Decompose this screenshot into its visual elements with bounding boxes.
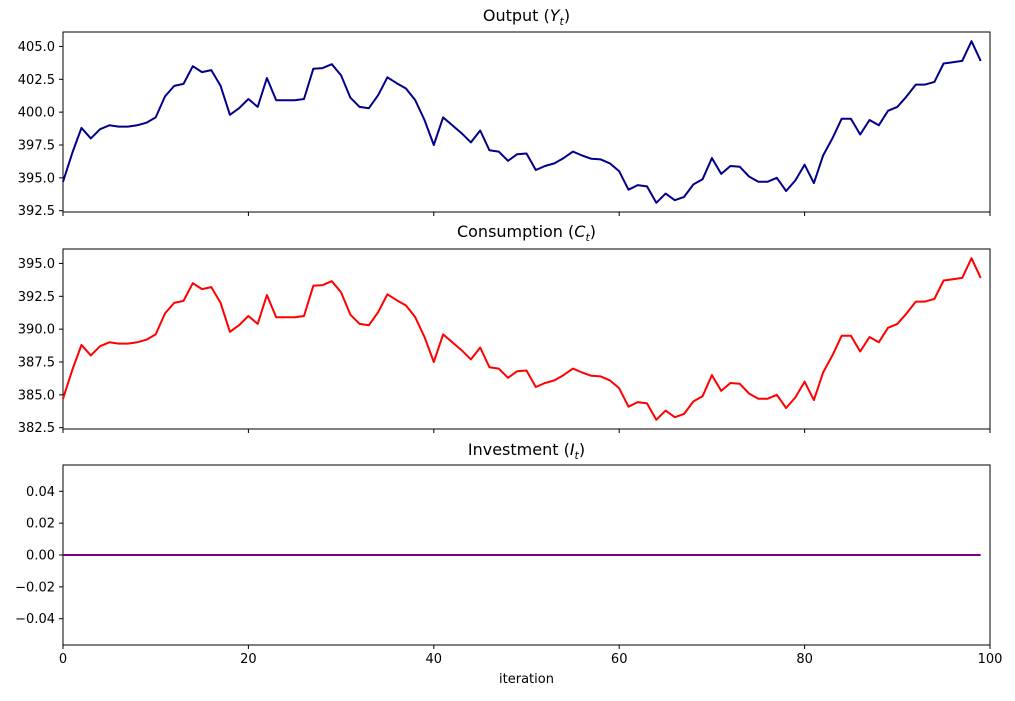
x-tick-label: 40	[426, 652, 443, 667]
x-tick-label: 100	[978, 652, 1003, 667]
y-tick-label: 382.5	[18, 421, 55, 436]
title-math-var: Y	[549, 6, 560, 25]
title-text: Investment (	[467, 440, 570, 459]
x-axis-label: iteration	[499, 672, 554, 687]
title-math-subscript: t	[574, 449, 579, 463]
y-tick-label: 390.0	[18, 323, 55, 338]
x-tick-label: 20	[240, 652, 257, 667]
title-math-subscript: t	[585, 231, 590, 245]
y-tick-label: 400.0	[18, 106, 55, 121]
title-math-var: I	[569, 440, 575, 459]
y-tick-label: 0.00	[26, 549, 55, 564]
output-axes-spines	[62, 31, 991, 213]
title-text: )	[563, 6, 571, 25]
y-tick-label: 402.5	[18, 73, 55, 88]
y-tick-label: 387.5	[18, 355, 55, 370]
output-data-line	[62, 40, 982, 204]
investment-chart-title: Investment (It)	[63, 440, 990, 463]
y-tick-label: 385.0	[18, 388, 55, 403]
y-tick-label: 392.5	[18, 290, 55, 305]
y-tick-label: 395.0	[18, 257, 55, 272]
y-tick-label: 405.0	[18, 40, 55, 55]
y-tick-label: −0.02	[15, 580, 55, 595]
y-tick-label: 397.5	[18, 138, 55, 153]
x-tick-label: 80	[796, 652, 813, 667]
title-text: )	[589, 222, 597, 241]
title-text: Consumption (	[456, 222, 575, 241]
consumption-chart-title: Consumption (Ct)	[63, 222, 990, 245]
y-tick-label: 0.04	[26, 485, 55, 500]
x-tick-label: 0	[59, 652, 67, 667]
consumption-data-line	[62, 257, 982, 421]
x-tick-label: 60	[611, 652, 628, 667]
title-math-subscript: t	[559, 15, 564, 29]
title-math-var: C	[574, 222, 586, 241]
y-tick-label: 392.5	[18, 204, 55, 219]
y-tick-label: 0.02	[26, 517, 55, 532]
y-tick-label: −0.04	[15, 612, 55, 627]
consumption-axes-spines	[62, 248, 991, 430]
y-tick-label: 395.0	[18, 171, 55, 186]
title-text: Output (	[482, 6, 550, 25]
output-chart-title: Output (Yt)	[63, 6, 990, 29]
title-text: )	[578, 440, 586, 459]
